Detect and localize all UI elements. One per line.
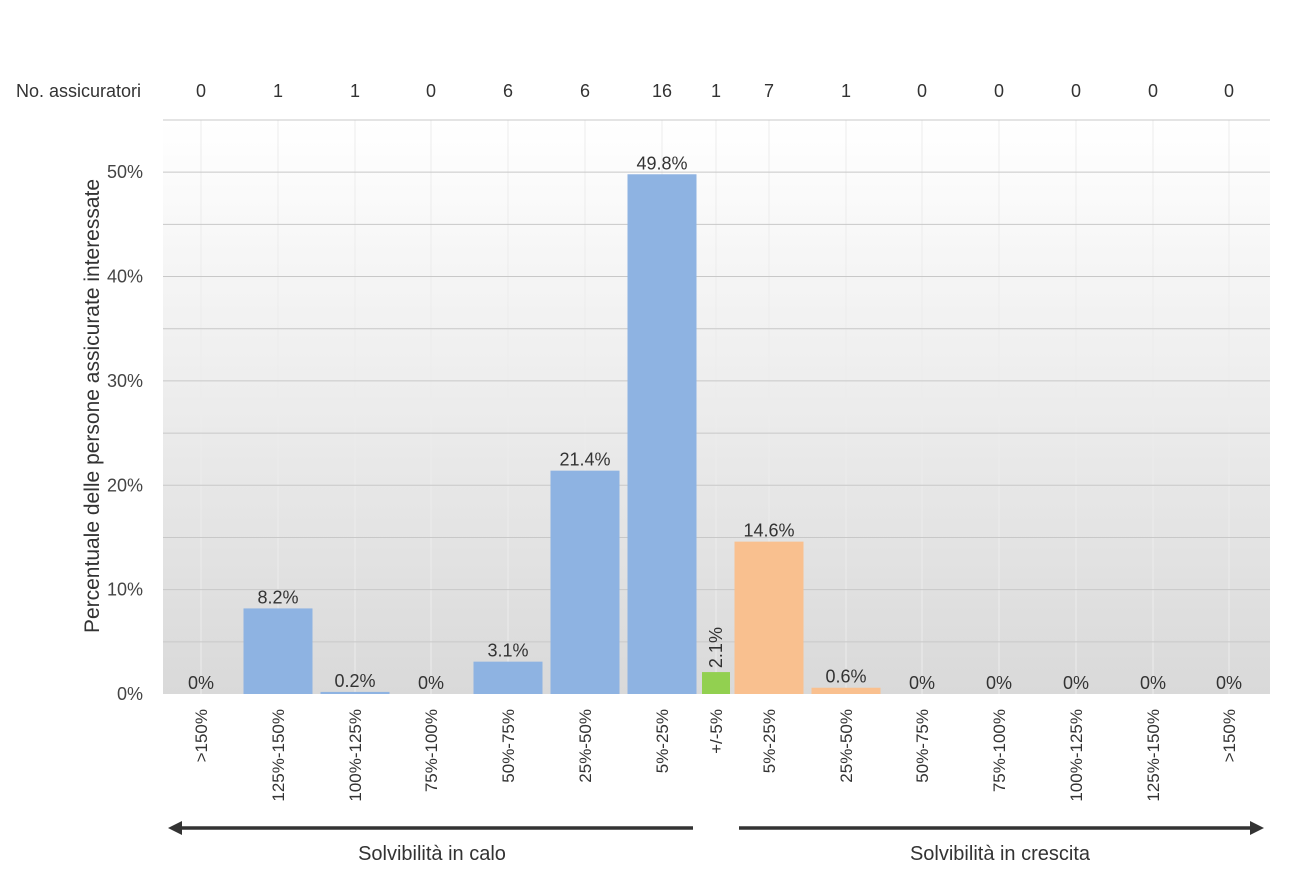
insurer-count: 6 — [503, 81, 513, 101]
x-tick-label: 75%-100% — [990, 709, 1009, 792]
bar-value-label: 0.2% — [334, 671, 375, 691]
bar-value-label: 0% — [986, 673, 1012, 693]
bar — [702, 672, 730, 694]
y-tick-label: 0% — [117, 684, 143, 704]
x-tick-label: 5%-25% — [653, 709, 672, 773]
bar-value-label: 0% — [1216, 673, 1242, 693]
insurer-count: 1 — [711, 81, 721, 101]
x-tick-label: 25%-50% — [837, 709, 856, 783]
insurer-count: 1 — [841, 81, 851, 101]
x-tick-label: +/-5% — [707, 709, 726, 754]
insurer-count: 7 — [764, 81, 774, 101]
x-tick-label: 25%-50% — [576, 709, 595, 783]
insurer-count: 0 — [917, 81, 927, 101]
insurer-count: 0 — [1071, 81, 1081, 101]
bar-value-label: 21.4% — [559, 450, 610, 470]
x-tick-label: 5%-25% — [760, 709, 779, 773]
increase-arrow — [739, 821, 1264, 835]
y-tick-label: 30% — [107, 371, 143, 391]
insurer-count: 1 — [350, 81, 360, 101]
x-tick-label: 100%-125% — [346, 709, 365, 802]
insurer-count: 1 — [273, 81, 283, 101]
y-tick-label: 40% — [107, 267, 143, 287]
insurer-count: 0 — [1148, 81, 1158, 101]
bar — [811, 687, 881, 694]
bar — [550, 470, 620, 694]
bar-value-label: 14.6% — [743, 521, 794, 541]
y-tick-label: 20% — [107, 475, 143, 495]
bar-value-label: 2.1% — [706, 627, 726, 668]
bar-value-label: 3.1% — [487, 641, 528, 661]
bar — [320, 691, 390, 694]
bar-value-label: 0% — [909, 673, 935, 693]
bar — [734, 541, 804, 694]
y-tick-label: 10% — [107, 580, 143, 600]
insurer-count: 0 — [426, 81, 436, 101]
bar — [627, 174, 697, 694]
bar — [243, 608, 313, 694]
x-tick-label: >150% — [192, 709, 211, 762]
y-tick-label: 50% — [107, 162, 143, 182]
x-tick-label: 50%-75% — [913, 709, 932, 783]
increase-arrow-label: Solvibilità in crescita — [910, 843, 1091, 865]
insurer-count: 0 — [1224, 81, 1234, 101]
bar-value-label: 0% — [418, 673, 444, 693]
bar-value-label: 0% — [1140, 673, 1166, 693]
decrease-arrow — [168, 821, 693, 835]
bar-value-label: 49.8% — [636, 153, 687, 173]
x-tick-label: 125%-150% — [1144, 709, 1163, 802]
x-tick-label: 75%-100% — [422, 709, 441, 792]
x-tick-label: 125%-150% — [269, 709, 288, 802]
bar — [473, 661, 543, 694]
insurer-count: 0 — [196, 81, 206, 101]
bar-value-label: 0% — [1063, 673, 1089, 693]
insurer-count-row-label: No. assicuratori — [16, 81, 141, 101]
y-axis-label: Percentuale delle persone assicurate int… — [81, 179, 104, 633]
insurer-count: 0 — [994, 81, 1004, 101]
bar-value-label: 0% — [188, 673, 214, 693]
decrease-arrow-label: Solvibilità in calo — [358, 843, 506, 865]
bar-value-label: 0.6% — [825, 667, 866, 687]
x-tick-label: 100%-125% — [1067, 709, 1086, 802]
bar-value-label: 8.2% — [257, 587, 298, 607]
x-tick-label: 50%-75% — [499, 709, 518, 783]
insurer-count: 16 — [652, 81, 672, 101]
x-tick-label: >150% — [1220, 709, 1239, 762]
insurer-count: 6 — [580, 81, 590, 101]
